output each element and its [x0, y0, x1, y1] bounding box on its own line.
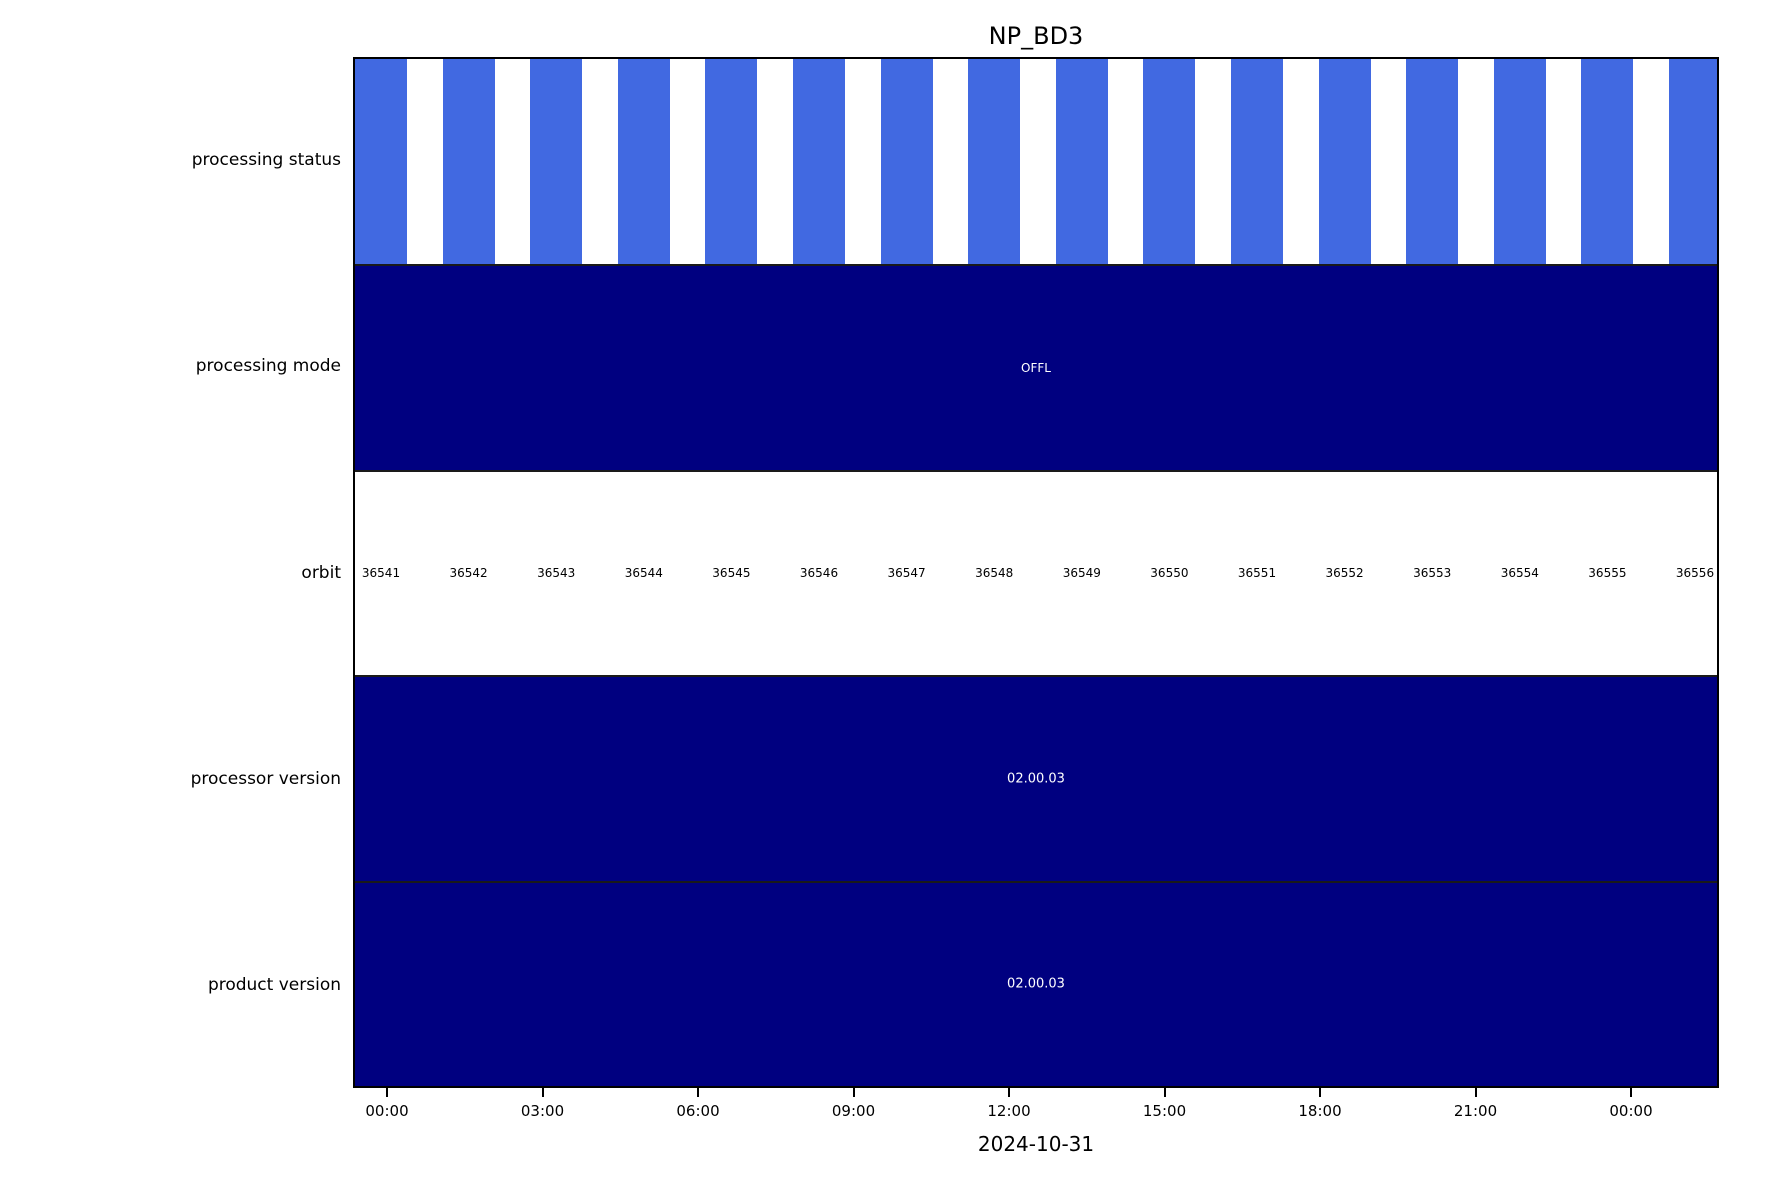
orbit-label: 36542: [449, 566, 488, 581]
orbit-label: 36551: [1237, 566, 1277, 581]
x-tick-mark: [697, 1088, 699, 1097]
x-tick-label: 21:00: [1453, 1102, 1498, 1120]
x-tick-mark: [541, 1088, 544, 1097]
status-bar: [355, 59, 407, 265]
orbit-label: 36545: [712, 566, 751, 581]
x-tick-mark: [1630, 1088, 1632, 1097]
x-tick-mark: [1008, 1088, 1010, 1097]
orbit-label: 36543: [537, 566, 576, 581]
x-tick-label: 00:00: [365, 1102, 409, 1120]
x-axis: 2024-10-31 00:00 03:00 06:00 09:00 12:00 15:0…: [353, 1088, 1719, 1178]
orbit-label: 36549: [1062, 566, 1101, 581]
orbit-label: 36552: [1325, 566, 1364, 581]
status-bar: [1669, 59, 1717, 265]
x-tick-label: 03:00: [520, 1102, 565, 1120]
orbit-label: 36553: [1413, 566, 1452, 581]
x-tick-label: 09:00: [831, 1102, 876, 1120]
status-bar: [1143, 59, 1196, 265]
x-axis-date-label: 2024-10-31: [977, 1132, 1095, 1156]
orbit-label: 36554: [1500, 566, 1539, 581]
status-bar: [880, 59, 933, 265]
x-tick-label: 15:00: [1142, 1102, 1187, 1120]
status-bar: [968, 59, 1021, 265]
status-bar: [1231, 59, 1283, 265]
orbit-label: 36548: [975, 566, 1014, 581]
x-tick-mark: [1474, 1088, 1477, 1097]
orbit-label: 36550: [1150, 566, 1189, 581]
orbit-label: 36546: [799, 566, 839, 581]
band-processor-version: 02.00.03: [355, 675, 1717, 881]
row-label-processing-mode: processing mode: [195, 356, 341, 377]
row-label-processor-version: processor version: [190, 768, 341, 789]
orbit-label: 36555: [1588, 566, 1627, 581]
status-bar: [1318, 59, 1371, 265]
orbit-label: 36544: [624, 566, 663, 581]
processing-mode-value: OFFL: [1021, 361, 1051, 376]
x-tick-mark: [386, 1088, 388, 1097]
band-processing-status: [355, 59, 1717, 265]
status-bar: [1581, 59, 1634, 265]
x-tick-mark: [1163, 1088, 1166, 1097]
row-label-product-version: product version: [207, 974, 341, 995]
orbit-label: 36556: [1675, 566, 1715, 581]
product-version-value: 02.00.03: [1007, 976, 1065, 992]
chart-title: NP_BD3: [988, 22, 1084, 50]
row-label-processing-status: processing status: [191, 150, 341, 171]
status-bar: [530, 59, 583, 265]
band-product-version: 02.00.03: [355, 880, 1717, 1086]
x-tick-label: 18:00: [1298, 1102, 1342, 1120]
x-tick-mark: [852, 1088, 855, 1097]
status-bar: [705, 59, 758, 265]
processor-version-value: 02.00.03: [1007, 771, 1065, 787]
status-bar: [617, 59, 670, 265]
row-label-orbit: orbit: [301, 562, 341, 583]
row-labels: processing status processing mode orbit …: [0, 57, 341, 1088]
status-bar: [1493, 59, 1546, 265]
x-tick-label: 00:00: [1609, 1102, 1653, 1120]
band-orbit: 36541 36542 36543 36544 36545 36546 36547 36548…: [355, 469, 1717, 676]
x-tick-label: 12:00: [987, 1102, 1031, 1120]
x-tick-label: 06:00: [676, 1102, 720, 1120]
status-bar: [442, 59, 495, 265]
x-tick-mark: [1319, 1088, 1321, 1097]
plot-area: OFFL 36541 36542 36543 36544 36545 36546 36547…: [353, 57, 1719, 1088]
status-bar: [1406, 59, 1459, 265]
orbit-label: 36541: [361, 566, 401, 581]
orbit-label: 36547: [887, 566, 926, 581]
status-bar: [1055, 59, 1108, 265]
status-bar: [793, 59, 845, 265]
band-processing-mode: OFFL: [355, 264, 1717, 470]
